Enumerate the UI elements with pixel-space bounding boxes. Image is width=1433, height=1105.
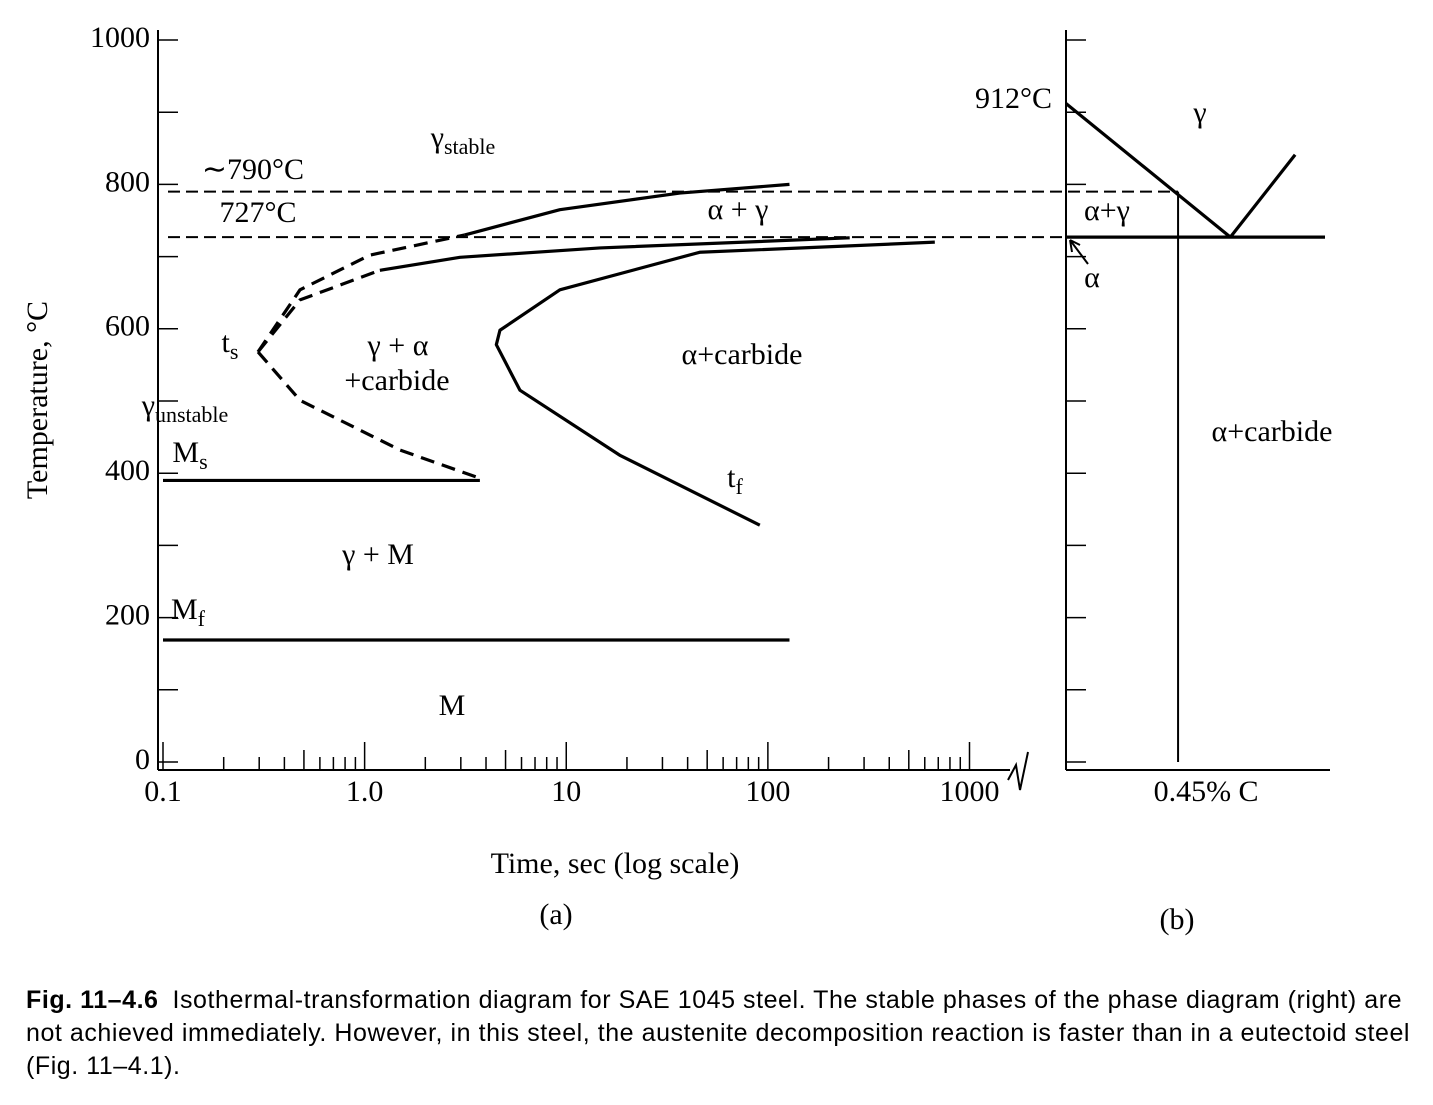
region-label-main: α+carbide: [682, 338, 803, 371]
curve: [379, 236, 850, 272]
alpha-arrow: [1069, 239, 1089, 265]
region-label-main: γ + α: [367, 329, 429, 362]
x-tick-label: 0.1: [144, 775, 182, 808]
region-label: +carbide: [344, 364, 449, 397]
region-label-main: γ + M: [341, 538, 414, 571]
region-label: M: [439, 689, 466, 722]
region-label: α+γ: [1084, 194, 1130, 227]
panel-label: (b): [1160, 903, 1195, 936]
caption-text: Isothermal-transformation diagram for SA…: [26, 986, 1411, 1080]
region-label: ts: [222, 326, 239, 364]
x-tick-label: 1.0: [346, 775, 384, 808]
y-tick-label: 1000: [90, 21, 150, 54]
reference-label: 727°C: [219, 196, 296, 229]
y-axis-title: Temperature, °C: [21, 301, 54, 499]
region-label: 912°C: [975, 82, 1052, 115]
region-label: Ms: [172, 436, 207, 474]
curve: [464, 182, 790, 237]
region-label: tf: [727, 461, 743, 499]
y-tick-label: 0: [135, 743, 150, 776]
region-label-sub: unstable: [155, 402, 228, 427]
region-label: γ: [1192, 96, 1206, 129]
region-label: γunstable: [141, 389, 229, 427]
region-label-sub: s: [199, 449, 208, 474]
region-label: α: [1084, 261, 1100, 294]
panel-label: (a): [539, 898, 572, 931]
region-label-main: γ: [141, 389, 155, 422]
y-tick-label: 200: [105, 598, 150, 631]
region-label-main: α: [1084, 261, 1100, 294]
region-label-main: 912°C: [975, 82, 1052, 115]
region-label-main: M: [172, 436, 199, 469]
x-axis-title: Time, sec (log scale): [491, 847, 740, 880]
curve: [1229, 153, 1297, 239]
region-label-main: α+carbide: [1212, 415, 1333, 448]
region-label: α+carbide: [1212, 415, 1333, 448]
region-label-main: γ: [430, 121, 444, 154]
region-label-sub: s: [230, 339, 239, 364]
region-label-main: α+γ: [1084, 194, 1130, 227]
x-tick-label: 10: [551, 775, 581, 808]
x-tick-label: 100: [745, 775, 790, 808]
x-tick-label: 1000: [939, 775, 999, 808]
figure-label: Fig. 11–4.6: [26, 986, 159, 1014]
region-label-sub: stable: [444, 134, 495, 159]
region-label-main: t: [222, 326, 231, 359]
region-label-main: γ: [1192, 96, 1206, 129]
figure: 0 200 400 600 800 1000 0.1 1.0 10 100 1000 ∼790°C 72…: [21, 21, 1333, 936]
region-label: γstable: [430, 121, 496, 159]
region-label-sub: f: [198, 606, 206, 631]
region-label: Mf: [171, 593, 206, 631]
caption: Fig. 11–4.6 Isothermal-transformation dia…: [26, 984, 1431, 1083]
region-label: γ + α: [367, 329, 429, 362]
region-label-main: t: [727, 461, 736, 494]
curve: [1064, 102, 1232, 239]
region-label: α + γ: [708, 193, 769, 226]
region-label-sub: f: [736, 474, 744, 499]
curve: [256, 268, 381, 353]
reference-label: ∼790°C: [202, 153, 304, 186]
y-tick-label: 800: [105, 165, 150, 198]
y-tick-label: 600: [105, 310, 150, 343]
curve: [256, 233, 466, 353]
y-tick-label: 400: [105, 454, 150, 487]
region-label-main: α + γ: [708, 193, 769, 226]
axis-break: [1007, 751, 1029, 791]
region-label-main: +carbide: [344, 364, 449, 397]
curve: [256, 350, 481, 480]
region-label: α+carbide: [682, 338, 803, 371]
region-label-main: M: [171, 593, 198, 626]
region-label: γ + M: [341, 538, 414, 571]
region-label-main: M: [439, 689, 466, 722]
x-tick-label: 0.45% C: [1154, 775, 1259, 808]
curve: [494, 240, 935, 527]
